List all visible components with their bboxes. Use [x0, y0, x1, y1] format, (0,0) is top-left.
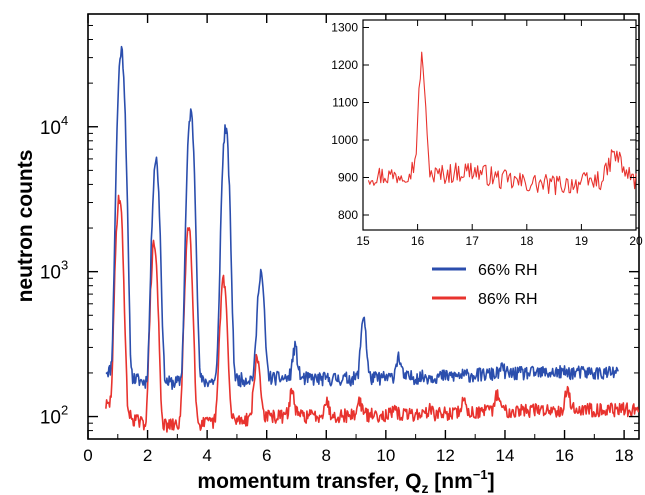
y-tick-label: 103 — [40, 258, 68, 284]
x-axis-title-unit: [nm — [428, 470, 472, 493]
inset-y-tick-label: 1300 — [331, 21, 358, 35]
x-tick-label: 0 — [83, 446, 92, 465]
inset-x-tick-label: 15 — [356, 234, 370, 248]
x-tick-label: 18 — [615, 446, 634, 465]
x-tick-label: 14 — [496, 446, 515, 465]
inset-x-tick-label: 19 — [575, 234, 589, 248]
legend: 66% RH 86% RH — [432, 262, 538, 308]
x-tick-label: 2 — [143, 446, 152, 465]
x-tick-label: 10 — [376, 446, 395, 465]
y-tick-label-exponent: 4 — [61, 113, 68, 128]
x-axis-title-unit-exponent: −1 — [473, 467, 488, 482]
inset-x-tick-label: 20 — [629, 234, 643, 248]
inset-axes-layer: 15 16 17 18 19 20 800 900 1000 1100 1200 1300 — [331, 20, 643, 248]
y-tick-label-base: 10 — [40, 408, 61, 429]
x-axis-title-subscript: z — [421, 480, 428, 495]
inset-y-tick-label: 1100 — [332, 96, 358, 110]
inset-chart: 15 16 17 18 19 20 800 900 1000 1100 1200 1300 — [331, 19, 643, 248]
inset-x-tick-label: 18 — [520, 234, 534, 248]
x-tick-label: 16 — [555, 446, 574, 465]
legend-label-66: 66% RH — [478, 262, 538, 279]
series-line-66-rh — [105, 45, 619, 391]
x-axis-title-unit-end: ] — [488, 470, 495, 493]
y-tick-label: 102 — [40, 403, 68, 429]
x-axis-title: momentum transfer, Qz [nm−1] — [197, 467, 494, 495]
inset-series-layer — [367, 51, 637, 196]
inset-x-tick-label: 16 — [411, 234, 425, 248]
y-axis-title: neutron counts — [14, 150, 37, 303]
y-tick-label-base: 10 — [40, 118, 61, 139]
inset-y-tick-label: 900 — [338, 171, 358, 185]
y-tick-label-exponent: 2 — [61, 403, 68, 418]
x-tick-label: 12 — [436, 446, 455, 465]
x-axis-title-main: momentum transfer, Q — [197, 470, 421, 493]
legend-label-86: 86% RH — [478, 291, 538, 308]
inset-plot-frame — [362, 19, 637, 231]
y-tick-label-base: 10 — [40, 263, 61, 284]
inset-y-tick-label: 800 — [338, 208, 358, 222]
inset-y-tick-label: 1000 — [331, 133, 358, 147]
inset-y-tick-label: 1200 — [331, 58, 358, 72]
y-tick-label: 104 — [40, 113, 68, 139]
series-line-86-rh — [105, 194, 640, 433]
y-tick-label-exponent: 3 — [61, 258, 68, 273]
x-tick-label: 4 — [202, 446, 211, 465]
x-tick-label: 8 — [322, 446, 331, 465]
inset-series-line — [367, 51, 637, 196]
x-tick-label: 6 — [262, 446, 271, 465]
inset-x-tick-label: 17 — [466, 234, 480, 248]
main-series-layer — [105, 45, 640, 433]
